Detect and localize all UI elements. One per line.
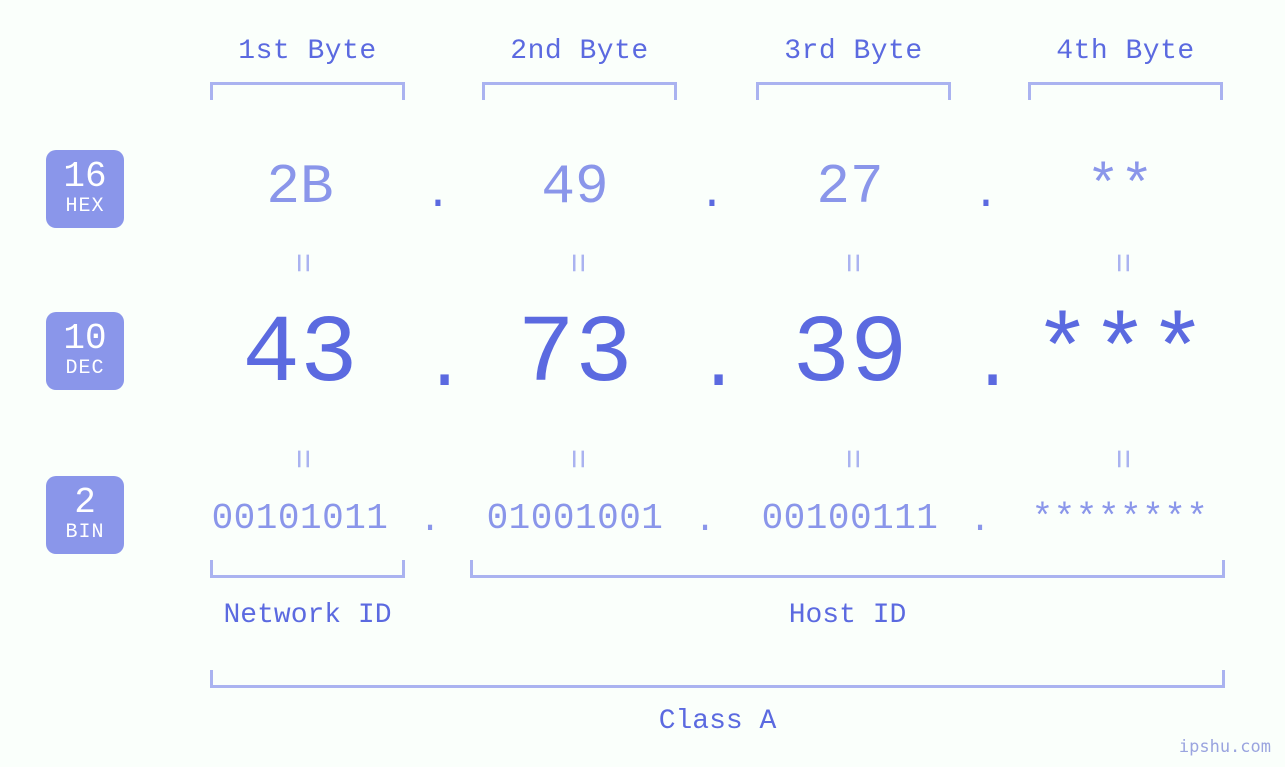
class-bracket (210, 670, 1225, 688)
eq-hex-dec-2: = (556, 243, 594, 283)
byte-bracket-4 (1028, 82, 1223, 100)
byte-bracket-1 (210, 82, 405, 100)
hex-byte-2: 49 (475, 155, 675, 219)
dec-dot-3: . (971, 325, 1001, 407)
hex-dot-1: . (423, 170, 453, 220)
eq-dec-bin-4: = (1101, 439, 1139, 479)
host-id-bracket (470, 560, 1225, 578)
byte-header-2: 2nd Byte (482, 36, 677, 67)
radix-lbl-dec: DEC (65, 357, 104, 381)
eq-hex-dec-4: = (1101, 243, 1139, 283)
dec-dot-2: . (697, 325, 727, 407)
byte-bracket-2 (482, 82, 677, 100)
hex-byte-1: 2B (200, 155, 400, 219)
eq-dec-bin-2: = (556, 439, 594, 479)
eq-dec-bin-3: = (831, 439, 869, 479)
eq-hex-dec-3: = (831, 243, 869, 283)
radix-badge-bin: 2 BIN (46, 476, 124, 554)
dec-dot-1: . (423, 325, 453, 407)
bin-dot-3: . (965, 500, 995, 541)
ip-breakdown-diagram: 1st Byte 2nd Byte 3rd Byte 4th Byte 16 H… (0, 0, 1285, 767)
dec-byte-4: *** (1020, 300, 1220, 409)
radix-num-hex: 16 (63, 159, 106, 195)
bin-dot-1: . (415, 500, 445, 541)
host-id-label: Host ID (470, 600, 1225, 631)
radix-badge-hex: 16 HEX (46, 150, 124, 228)
hex-byte-4: ** (1020, 155, 1220, 219)
bin-byte-2: 01001001 (460, 498, 690, 539)
hex-byte-3: 27 (750, 155, 950, 219)
eq-hex-dec-1: = (281, 243, 319, 283)
bin-byte-4: ******** (1005, 498, 1235, 539)
watermark: ipshu.com (1179, 737, 1271, 757)
byte-bracket-3 (756, 82, 951, 100)
dec-byte-1: 43 (200, 300, 400, 409)
eq-dec-bin-1: = (281, 439, 319, 479)
dec-byte-3: 39 (750, 300, 950, 409)
radix-lbl-hex: HEX (65, 195, 104, 219)
radix-num-bin: 2 (74, 485, 96, 521)
byte-header-3: 3rd Byte (756, 36, 951, 67)
class-label: Class A (210, 706, 1225, 737)
bin-byte-3: 00100111 (735, 498, 965, 539)
bin-dot-2: . (690, 500, 720, 541)
radix-badge-dec: 10 DEC (46, 312, 124, 390)
byte-header-4: 4th Byte (1028, 36, 1223, 67)
bin-byte-1: 00101011 (185, 498, 415, 539)
hex-dot-2: . (697, 170, 727, 220)
radix-num-dec: 10 (63, 321, 106, 357)
radix-lbl-bin: BIN (65, 521, 104, 545)
hex-dot-3: . (971, 170, 1001, 220)
byte-header-1: 1st Byte (210, 36, 405, 67)
network-id-label: Network ID (210, 600, 405, 631)
dec-byte-2: 73 (475, 300, 675, 409)
network-id-bracket (210, 560, 405, 578)
